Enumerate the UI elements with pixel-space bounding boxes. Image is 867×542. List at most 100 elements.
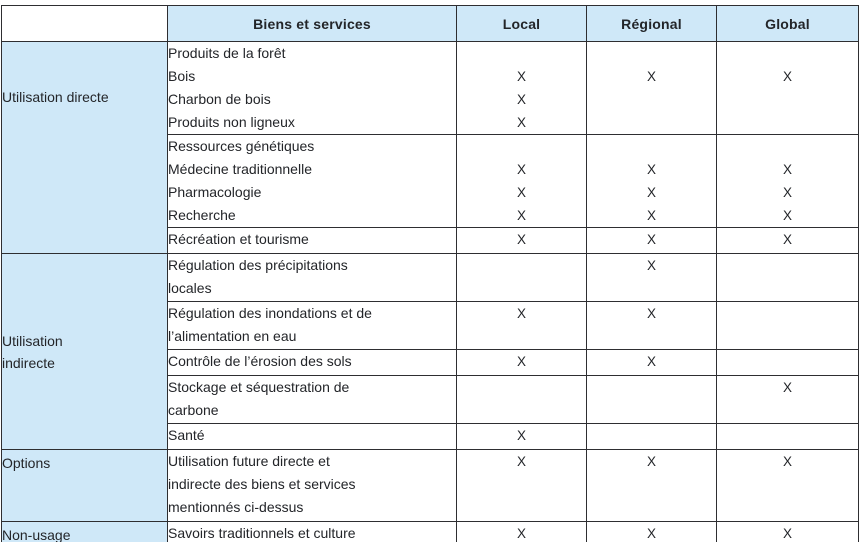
service-line: Recherche: [168, 207, 236, 223]
mark: X: [782, 162, 792, 177]
mark-cell-regional: X X X: [586, 134, 717, 228]
mark-cell-local: X: [456, 301, 587, 350]
mark: X: [646, 208, 656, 223]
group-cell-utilisation-indirecte: Utilisation indirecte: [1, 253, 168, 450]
mark-cell-regional: X: [586, 449, 717, 522]
mark: X: [782, 185, 792, 200]
header-spacer: [1, 5, 168, 42]
mark-cell-global: X: [716, 521, 859, 542]
service-cell: Récréation et tourisme: [167, 227, 457, 254]
mark: [717, 88, 858, 111]
mark: X: [516, 162, 526, 177]
service-line: l’alimentation en eau: [168, 328, 297, 344]
mark-cell-global: [716, 253, 859, 302]
table-row: Récréation et tourisme X X X: [2, 227, 859, 254]
mark-cell-local: [456, 253, 587, 302]
mark: [457, 135, 586, 158]
mark-cell-local: [456, 375, 587, 424]
mark: X: [782, 232, 792, 247]
mark: X: [516, 92, 526, 107]
group-cell-non-usage: Non-usage: [1, 521, 168, 542]
header-row: Biens et services Local Régional Global: [1, 5, 859, 42]
mark: [717, 424, 858, 447]
column-header-service: Biens et services: [167, 5, 457, 42]
table-row: Options Utilisation future directe et in…: [1, 449, 859, 522]
mark-cell-local: X: [456, 449, 587, 522]
mark: [587, 111, 716, 134]
service-cell: Régulation des précipitations locales: [167, 253, 457, 302]
service-cell: Ressources génétiques Médecine tradition…: [167, 134, 457, 228]
column-header-regional: Régional: [586, 5, 717, 42]
mark: X: [516, 232, 526, 247]
mark: X: [646, 526, 656, 541]
mark: X: [646, 69, 656, 84]
mark: X: [516, 185, 526, 200]
mark: [717, 350, 858, 373]
mark: [717, 111, 858, 134]
table-row: Non-usage Savoirs traditionnels et cultu…: [1, 521, 859, 542]
mark-cell-regional: X: [586, 253, 717, 302]
mark-cell-global: X X X: [716, 134, 859, 228]
service-cell: Produits de la forêt Bois Charbon de boi…: [167, 41, 457, 135]
table-row: Régulation des inondations et de l’alime…: [2, 301, 859, 350]
mark-cell-local: X: [456, 227, 587, 254]
mark: X: [516, 454, 526, 469]
mark: X: [646, 454, 656, 469]
mark-cell-global: X: [716, 227, 859, 254]
service-line: Utilisation future directe et: [168, 453, 330, 469]
mark-cell-global: [716, 349, 859, 376]
mark: X: [646, 185, 656, 200]
mark: [457, 42, 586, 65]
service-cell: Régulation des inondations et de l’alime…: [167, 301, 457, 350]
mark: X: [516, 526, 526, 541]
table-row: Contrôle de l’érosion des sols X X: [2, 349, 859, 376]
mark-cell-local: X X X: [456, 134, 587, 228]
mark-cell-local: X: [456, 423, 587, 450]
mark: X: [516, 69, 526, 84]
table-row: Stockage et séquestration de carbone X: [2, 375, 859, 424]
mark: X: [782, 380, 792, 395]
mark: X: [782, 454, 792, 469]
mark: X: [516, 115, 526, 130]
mark: X: [782, 69, 792, 84]
group-cell-options: Options: [1, 449, 168, 522]
service-line: Produits de la forêt: [168, 45, 286, 61]
column-header-global: Global: [716, 5, 859, 42]
mark-cell-global: X: [716, 375, 859, 424]
service-line: Bois: [168, 68, 196, 84]
service-line: Savoirs traditionnels et culture: [168, 525, 356, 541]
mark: X: [516, 428, 526, 443]
service-line: carbone: [168, 402, 219, 418]
mark: [587, 376, 716, 399]
mark-cell-local: X: [456, 349, 587, 376]
service-line: Charbon de bois: [168, 91, 271, 107]
group-label: Utilisation: [2, 332, 63, 349]
mark: [717, 302, 858, 325]
mark-cell-regional: X: [586, 227, 717, 254]
group-cell-utilisation-directe: Utilisation directe: [1, 41, 168, 254]
service-line: indirecte des biens et services: [168, 476, 356, 492]
mark-cell-global: X: [716, 41, 859, 135]
mark-cell-regional: X: [586, 349, 717, 376]
service-line: Santé: [168, 427, 205, 443]
table-row: Ressources génétiques Médecine tradition…: [2, 134, 859, 228]
table-row: Santé X: [2, 423, 859, 450]
service-line: Régulation des précipitations: [168, 257, 348, 273]
service-line: Contrôle de l’érosion des sols: [168, 353, 352, 369]
mark: [587, 88, 716, 111]
group-label: Non-usage: [2, 526, 71, 542]
mark: [587, 424, 716, 447]
service-cell: Savoirs traditionnels et culture: [167, 521, 457, 542]
mark-cell-global: [716, 423, 859, 450]
service-line: locales: [168, 280, 212, 296]
mark: [587, 135, 716, 158]
mark-cell-global: X: [716, 449, 859, 522]
mark-cell-regional: X: [586, 301, 717, 350]
mark: X: [782, 208, 792, 223]
mark: [717, 254, 858, 277]
service-line: Médecine traditionnelle: [168, 161, 312, 177]
service-line: Pharmacologie: [168, 184, 262, 200]
mark-cell-regional: X: [586, 41, 717, 135]
service-line: Récréation et tourisme: [168, 231, 309, 247]
